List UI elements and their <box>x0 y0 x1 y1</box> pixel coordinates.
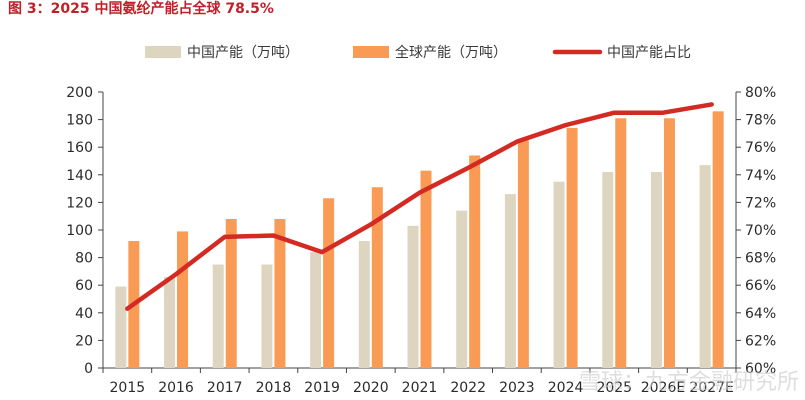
bar-global-capacity <box>177 231 189 368</box>
bar-global-capacity <box>371 187 383 368</box>
legend-label-0: 中国产能（万吨） <box>187 45 299 61</box>
x-axis-tick-label: 2020 <box>353 380 389 396</box>
bar-global-capacity <box>712 111 724 368</box>
x-axis-tick-label: 2027E <box>689 380 733 396</box>
bar-china-capacity <box>650 172 662 368</box>
right-axis-tick-label: 68% <box>745 251 776 267</box>
left-axis-tick-label: 80 <box>75 251 93 267</box>
bar-china-capacity <box>456 210 468 368</box>
x-axis-tick-label: 2021 <box>402 380 438 396</box>
right-axis-tick-label: 78% <box>745 113 776 129</box>
bar-global-capacity <box>566 127 578 368</box>
bar-china-capacity <box>164 276 176 368</box>
left-axis-tick-label: 160 <box>66 140 93 156</box>
bar-global-capacity <box>663 118 675 368</box>
left-axis-tick-label: 20 <box>75 333 93 349</box>
x-axis-tick-label: 2023 <box>499 380 535 396</box>
x-axis-tick-label: 2016 <box>158 380 194 396</box>
right-axis-tick-label: 66% <box>745 278 776 294</box>
bar-china-capacity <box>504 194 516 368</box>
axes: 0 20 40 60 80 100 120 140 160 180 200 60% 62% 64% 66% 6… <box>66 85 776 396</box>
left-axis-tick-label: 140 <box>66 168 93 184</box>
right-axis-tick-label: 74% <box>745 168 776 184</box>
bar-global-capacity <box>420 170 432 368</box>
bar-global-capacity <box>469 155 481 368</box>
bar-china-capacity <box>699 165 711 368</box>
legend-swatch-1 <box>353 46 389 58</box>
x-axis-tick-label: 2024 <box>548 380 584 396</box>
chart-title: 图 3：2025 中国氨纶产能占全球 78.5% <box>8 1 274 17</box>
left-axis-tick-label: 200 <box>66 85 93 101</box>
left-axis-tick-label: 40 <box>75 306 93 322</box>
right-axis-tick-label: 60% <box>745 361 776 377</box>
legend-label-2: 中国产能占比 <box>607 45 691 61</box>
legend-label-1: 全球产能（万吨） <box>395 44 507 61</box>
watermark: 雪球：九方金融研究所 <box>578 370 799 395</box>
bar-china-capacity <box>261 264 273 368</box>
right-axis-tick-label: 64% <box>745 306 776 322</box>
x-axis-tick-label: 2018 <box>256 380 292 396</box>
x-axis-tick-label: 2025 <box>596 380 632 396</box>
x-axis-tick-label: 2019 <box>304 380 340 396</box>
x-axis-tick-label: 2026E <box>641 380 685 396</box>
left-axis-tick-label: 180 <box>66 113 93 129</box>
left-axis-tick-label: 100 <box>66 223 93 239</box>
bar-global-capacity <box>274 218 286 368</box>
left-axis-tick-label: 120 <box>66 195 93 211</box>
bar-china-capacity <box>115 286 127 368</box>
left-axis-tick-label: 0 <box>84 361 93 377</box>
left-axis-tick-label: 60 <box>75 278 93 294</box>
right-axis-tick-label: 62% <box>745 333 776 349</box>
x-axis-tick-label: 2017 <box>207 380 243 396</box>
bar-global-capacity <box>323 198 335 368</box>
bar-china-capacity <box>553 181 565 368</box>
bar-china-capacity <box>212 264 224 368</box>
x-axis-tick-label: 2015 <box>110 380 146 396</box>
bar-global-capacity <box>225 218 237 368</box>
bar-global-capacity <box>615 118 627 368</box>
right-axis-tick-label: 76% <box>745 140 776 156</box>
bar-china-capacity <box>358 241 370 368</box>
bars <box>115 111 724 368</box>
x-axis-tick-label: 2022 <box>450 380 486 396</box>
bar-china-capacity <box>310 252 322 368</box>
right-axis-tick-label: 72% <box>745 195 776 211</box>
bar-china-capacity <box>407 225 419 368</box>
legend-swatch-0 <box>145 46 181 58</box>
right-axis-tick-label: 70% <box>745 223 776 239</box>
share-line <box>125 102 714 311</box>
legend: 中国产能（万吨） 全球产能（万吨） 中国产能占比 <box>145 44 691 61</box>
right-axis-tick-label: 80% <box>745 85 776 101</box>
bar-china-capacity <box>602 172 614 368</box>
bar-global-capacity <box>517 140 529 368</box>
